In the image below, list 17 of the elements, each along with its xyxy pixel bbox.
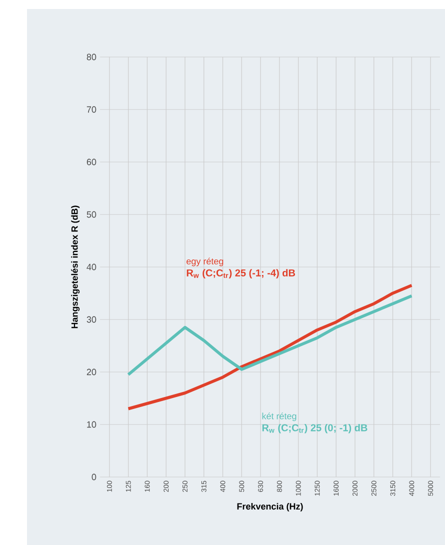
annotation: R$_{w}$ (C;C$_{tr}$) 25 (-1; -4) dB [186,269,296,278]
y-tick-label: 10 [87,421,96,428]
line-series [126,284,414,410]
y-axis-title: Hangszigetelési index R (dB) [71,206,80,328]
line-series [126,294,414,376]
x-axis-title: Frekvencia (Hz) [237,502,303,512]
y-tick-label: 20 [86,368,96,376]
y-tick-label: 30 [86,316,96,323]
y-tick-label: 40 [86,264,96,270]
y-tick-label: 0 [92,474,96,480]
y-tick-label: 80 [86,54,96,60]
y-tick-label: 70 [86,106,96,113]
text: két réteg [262,412,296,422]
text: egy réteg [186,258,224,266]
y-tick-label: 50 [86,211,96,218]
annotation: R$_{w}$ (C;C$_{tr}$) 25 (0; -1) dB [262,424,368,434]
y-tick-label: 60 [86,158,96,166]
